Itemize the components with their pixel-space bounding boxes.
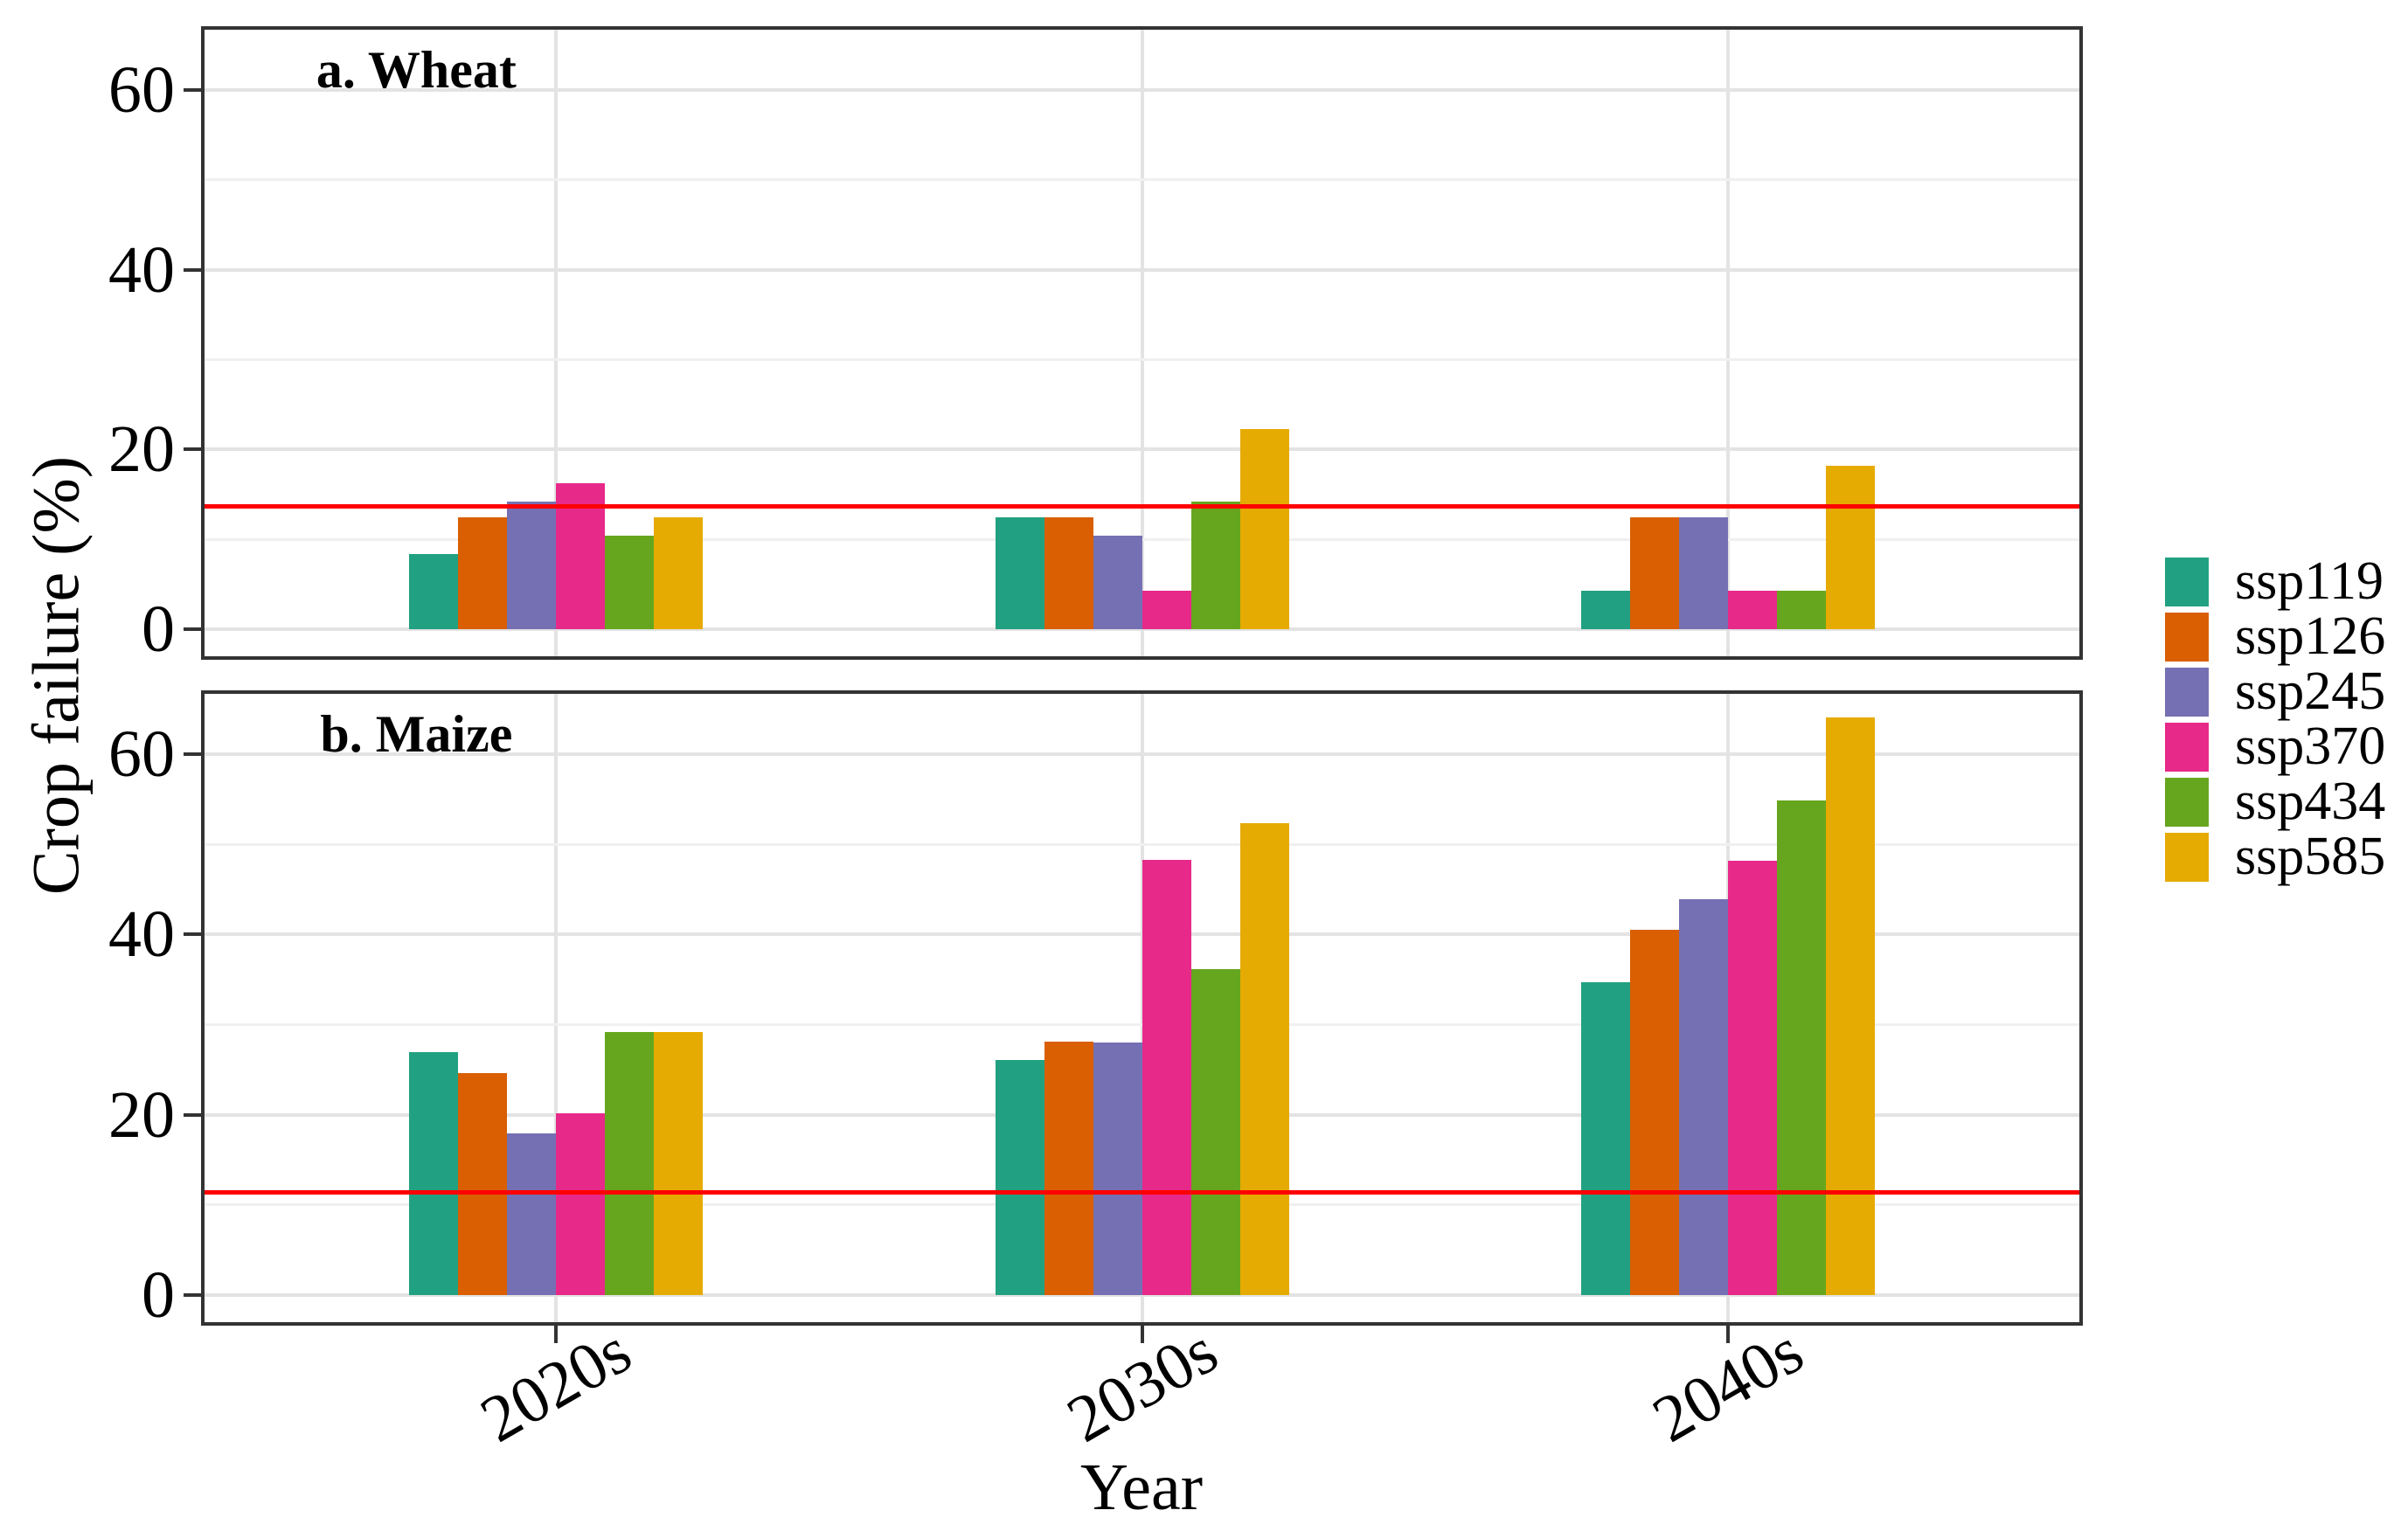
x-axis-title: Year (1079, 1451, 1204, 1524)
vertical-gridline-2030s (1140, 30, 1144, 656)
vertical-gridline-2040s (1725, 30, 1730, 656)
legend-item-ssp245: ssp245 (2165, 664, 2385, 719)
legend-label-ssp370: ssp370 (2235, 717, 2386, 776)
gridline-major-20 (205, 447, 2079, 452)
legend-item-ssp370: ssp370 (2165, 719, 2385, 774)
legend-label-ssp245: ssp245 (2235, 662, 2386, 721)
bar-maize-2040s-ssp245 (1678, 899, 1728, 1296)
bar-wheat-2030s-ssp119 (995, 516, 1044, 630)
panel-title-wheat: a. Wheat (316, 41, 517, 99)
y-tick-mark (184, 87, 201, 92)
y-tick-label: 60 (108, 717, 175, 792)
gridline-major-40 (205, 267, 2079, 272)
bar-maize-2030s-ssp245 (1093, 1043, 1142, 1296)
legend-item-ssp585: ssp585 (2165, 829, 2385, 884)
x-tick-mark (1725, 1326, 1730, 1343)
x-tick-mark (554, 1326, 559, 1343)
reference-line-wheat (205, 503, 2079, 509)
y-tick-label: 0 (142, 1258, 175, 1333)
legend-swatch-ssp585 (2165, 832, 2209, 882)
bar-maize-2020s-ssp434 (605, 1031, 655, 1296)
legend-label-ssp434: ssp434 (2235, 772, 2386, 831)
bar-wheat-2020s-ssp119 (409, 553, 459, 630)
gridline-major-60 (205, 87, 2079, 92)
bar-wheat-2020s-ssp245 (507, 502, 557, 630)
legend-label-ssp119: ssp119 (2235, 551, 2384, 611)
bar-wheat-2030s-ssp434 (1190, 502, 1240, 630)
bar-wheat-2040s-ssp370 (1727, 590, 1777, 630)
bar-wheat-2020s-ssp126 (458, 516, 508, 630)
legend-swatch-ssp245 (2165, 667, 2209, 717)
bar-maize-2040s-ssp585 (1825, 717, 1875, 1296)
y-tick-label: 40 (108, 232, 175, 307)
bar-wheat-2020s-ssp434 (605, 536, 655, 630)
y-tick-mark (184, 1293, 201, 1298)
bar-maize-2030s-ssp370 (1142, 859, 1191, 1296)
legend-item-ssp119: ssp119 (2165, 554, 2385, 609)
legend-swatch-ssp119 (2165, 557, 2209, 606)
legend-item-ssp434: ssp434 (2165, 774, 2385, 829)
bar-maize-2030s-ssp585 (1239, 822, 1289, 1296)
vertical-gridline-2020s (554, 30, 559, 656)
bar-maize-2040s-ssp126 (1629, 930, 1679, 1296)
bar-maize-2030s-ssp434 (1190, 968, 1240, 1296)
bar-maize-2020s-ssp126 (458, 1073, 508, 1296)
bar-maize-2030s-ssp119 (995, 1059, 1044, 1296)
bar-wheat-2040s-ssp585 (1825, 465, 1875, 630)
bar-wheat-2040s-ssp434 (1776, 590, 1826, 630)
y-axis-title: Crop failure (%) (19, 455, 94, 896)
y-tick-mark (184, 627, 201, 632)
bar-wheat-2030s-ssp370 (1142, 590, 1191, 630)
bar-wheat-2040s-ssp245 (1678, 516, 1728, 630)
bar-maize-2040s-ssp370 (1727, 860, 1777, 1296)
bar-wheat-2040s-ssp126 (1629, 516, 1679, 630)
x-tick-mark (1140, 1326, 1144, 1343)
legend-item-ssp126: ssp126 (2165, 609, 2385, 664)
legend-label-ssp126: ssp126 (2235, 606, 2386, 666)
gridline-minor-30 (205, 358, 2079, 362)
bar-wheat-2030s-ssp245 (1093, 536, 1142, 630)
bar-maize-2030s-ssp126 (1044, 1042, 1093, 1296)
bar-wheat-2040s-ssp119 (1580, 590, 1630, 630)
bar-maize-2020s-ssp370 (556, 1112, 606, 1296)
y-tick-label: 20 (108, 1077, 175, 1152)
y-tick-label: 40 (108, 897, 175, 972)
y-tick-mark (184, 267, 201, 272)
legend-swatch-ssp370 (2165, 722, 2209, 772)
y-tick-mark (184, 1112, 201, 1117)
legend: ssp119 ssp126 ssp245 ssp370 ssp434 ssp585 (2165, 554, 2385, 884)
y-tick-label: 60 (108, 52, 175, 127)
legend-label-ssp585: ssp585 (2235, 827, 2386, 886)
panel-title-maize: b. Maize (320, 705, 513, 763)
gridline-major-60 (205, 752, 2079, 757)
gridline-major-0 (205, 1293, 2079, 1298)
bar-maize-2040s-ssp434 (1776, 800, 1826, 1296)
gridline-minor-50 (205, 842, 2079, 846)
bar-maize-2020s-ssp119 (409, 1051, 459, 1296)
gridline-minor-50 (205, 178, 2079, 182)
bar-wheat-2020s-ssp585 (654, 516, 704, 630)
legend-swatch-ssp434 (2165, 777, 2209, 827)
bar-maize-2020s-ssp585 (654, 1031, 704, 1296)
y-tick-label: 20 (108, 412, 175, 487)
reference-line-maize (205, 1189, 2079, 1195)
panel-wheat: a. Wheat (201, 26, 2083, 660)
vertical-gridline-2020s (554, 694, 559, 1322)
legend-swatch-ssp126 (2165, 612, 2209, 662)
bar-wheat-2030s-ssp585 (1239, 428, 1289, 630)
bar-maize-2040s-ssp119 (1580, 982, 1630, 1296)
y-tick-mark (184, 447, 201, 452)
bar-maize-2020s-ssp245 (507, 1133, 557, 1296)
gridline-major-0 (205, 627, 2079, 632)
bar-wheat-2030s-ssp126 (1044, 516, 1093, 630)
y-tick-mark (184, 752, 201, 757)
y-tick-label: 0 (142, 592, 175, 667)
y-tick-mark (184, 932, 201, 937)
gridline-minor-10 (205, 537, 2079, 541)
panel-maize: b. Maize (201, 690, 2083, 1326)
